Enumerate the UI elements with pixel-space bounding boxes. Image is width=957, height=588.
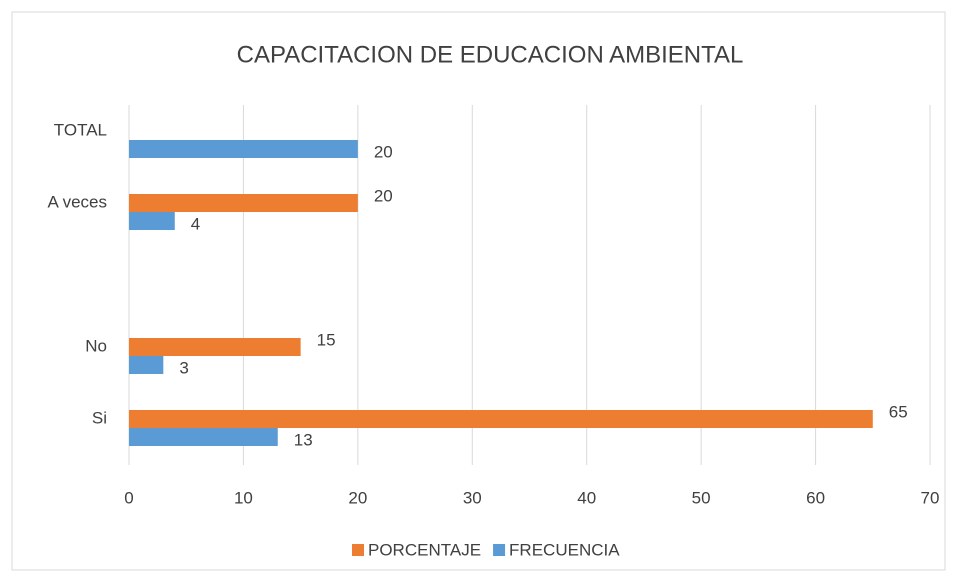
legend-label: FRECUENCIA xyxy=(509,540,620,559)
data-label: 20 xyxy=(374,142,393,161)
data-label: 13 xyxy=(294,430,313,449)
y-tick-label: TOTAL xyxy=(54,120,107,139)
x-tick-label: 50 xyxy=(692,488,711,507)
y-tick-label: No xyxy=(85,336,107,355)
data-label: 4 xyxy=(191,214,200,233)
bar xyxy=(129,428,278,446)
y-tick-label: Si xyxy=(92,408,107,427)
chart-frame xyxy=(11,11,946,571)
x-tick-label: 40 xyxy=(577,488,596,507)
x-tick-label: 30 xyxy=(463,488,482,507)
legend-swatch xyxy=(352,544,364,556)
data-label: 65 xyxy=(889,402,908,421)
chart-title: CAPACITACION DE EDUCACION AMBIENTAL xyxy=(237,41,744,68)
bar xyxy=(129,338,301,356)
data-label: 3 xyxy=(179,358,188,377)
x-tick-label: 70 xyxy=(921,488,940,507)
bar xyxy=(129,410,873,428)
data-label: 15 xyxy=(317,330,336,349)
x-tick-label: 0 xyxy=(124,488,133,507)
x-tick-label: 10 xyxy=(234,488,253,507)
data-label: 20 xyxy=(374,186,393,205)
bar xyxy=(129,212,175,230)
legend-label: PORCENTAJE xyxy=(368,540,481,559)
x-tick-label: 20 xyxy=(348,488,367,507)
bar xyxy=(129,356,164,374)
y-tick-label: A veces xyxy=(47,192,107,211)
x-tick-label: 60 xyxy=(806,488,825,507)
bar xyxy=(129,140,358,158)
legend-swatch xyxy=(493,544,506,556)
bar xyxy=(129,194,358,212)
